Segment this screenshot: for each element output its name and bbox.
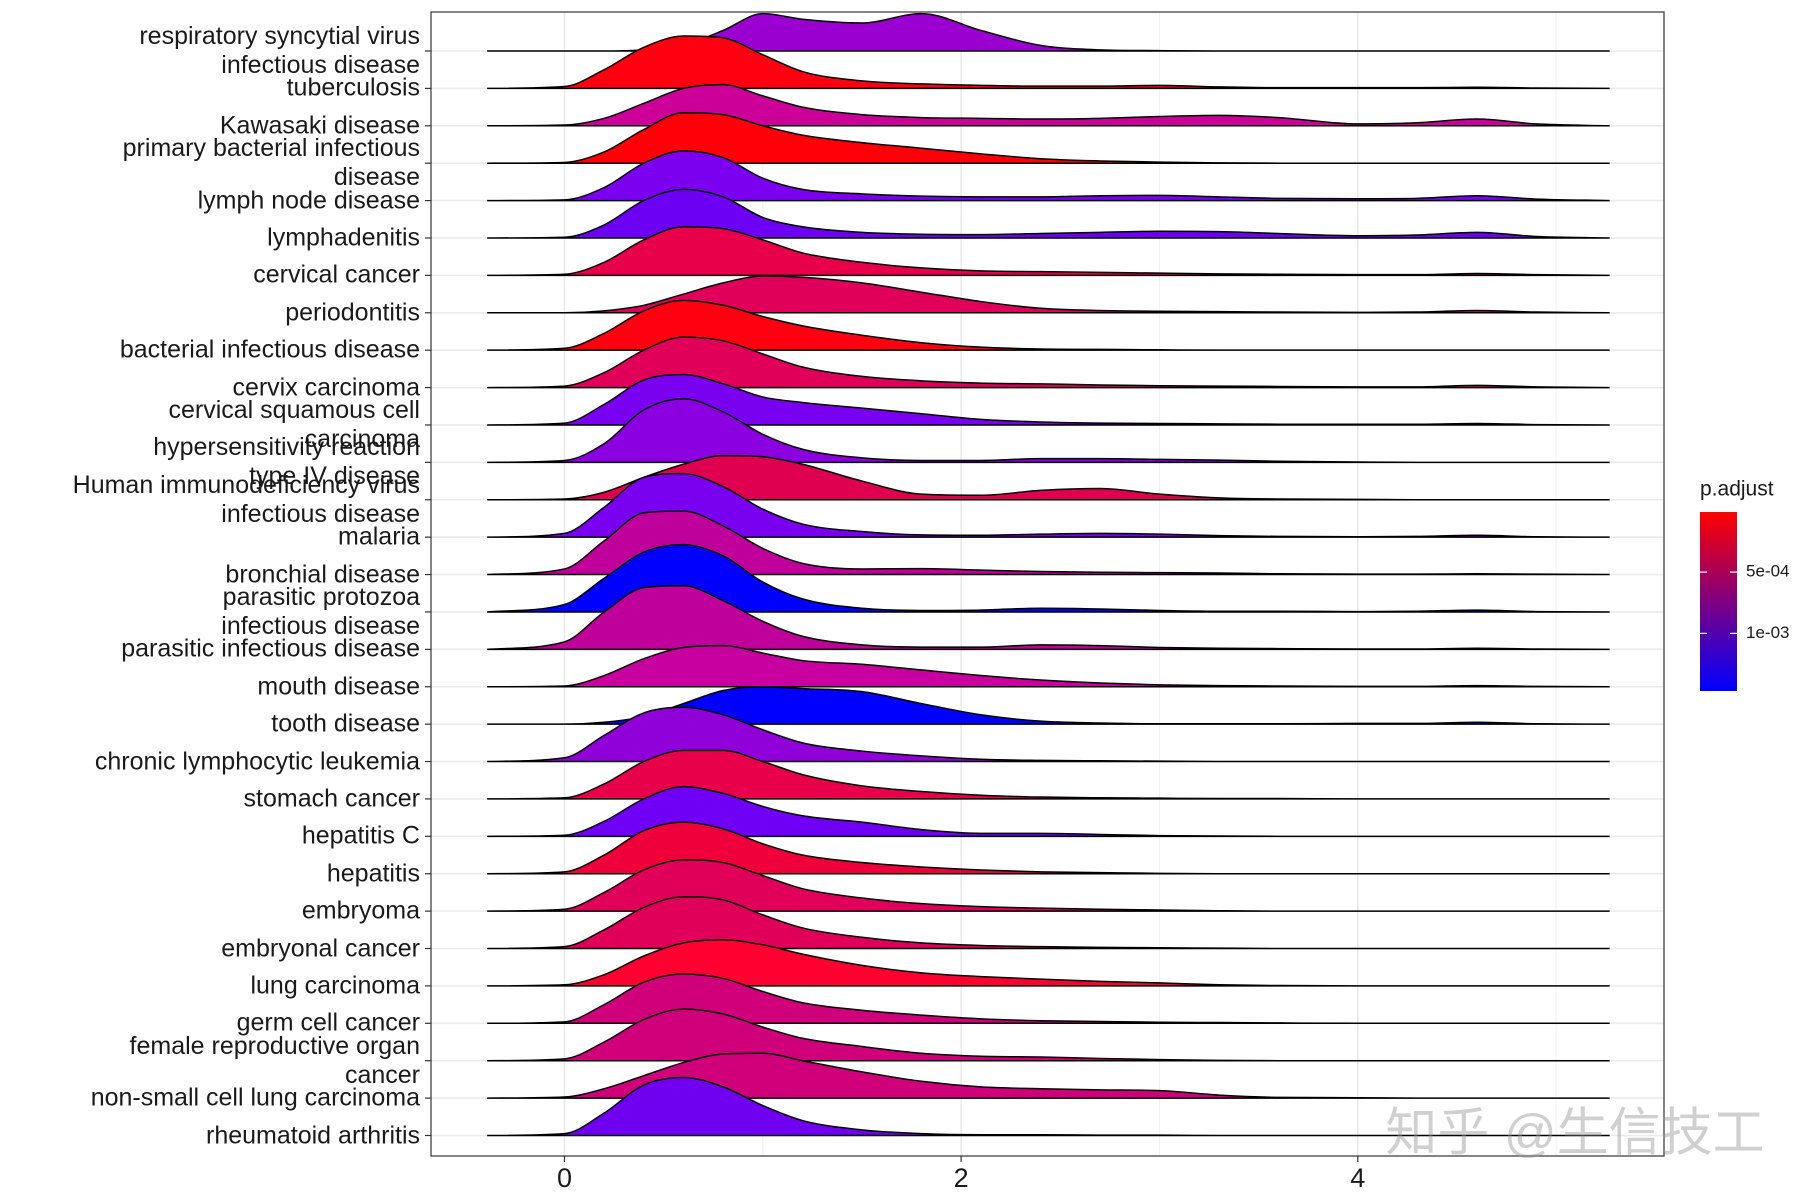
y-tick-label: Human immunodeficiency virus infectious … bbox=[72, 470, 420, 528]
ridge bbox=[487, 973, 1610, 1025]
y-tick-label: cervix carcinoma bbox=[232, 373, 420, 402]
ridge bbox=[487, 275, 1610, 314]
y-tick-label: chronic lymphocytic leukemia bbox=[94, 747, 420, 776]
legend-title: p.adjust bbox=[1700, 478, 1774, 501]
y-tick-label: lymphadenitis bbox=[267, 223, 420, 252]
ridge bbox=[487, 111, 1610, 164]
y-tick-label: lung carcinoma bbox=[250, 971, 420, 1000]
ridge bbox=[487, 896, 1610, 950]
ridge bbox=[487, 83, 1610, 127]
ridge bbox=[487, 188, 1610, 239]
ridge bbox=[487, 585, 1610, 651]
y-tick-label: primary bacterial infectious disease bbox=[122, 134, 420, 192]
y-tick-label: embryoma bbox=[301, 896, 420, 925]
y-tick-label: rheumatoid arthritis bbox=[206, 1121, 420, 1149]
y-tick-label: cervical squamous cell carcinoma bbox=[168, 395, 421, 453]
ridge bbox=[487, 1076, 1610, 1137]
y-tick-label: female reproductive organ cancer bbox=[129, 1031, 420, 1089]
ridge bbox=[487, 510, 1610, 576]
ridge bbox=[487, 472, 1610, 538]
ridge bbox=[487, 644, 1610, 688]
y-tick-label: mouth disease bbox=[257, 672, 420, 701]
y-tick-label: cervical cancer bbox=[253, 260, 420, 289]
y-tick-label: malaria bbox=[338, 522, 420, 551]
ridge bbox=[487, 749, 1610, 800]
ridge bbox=[487, 821, 1610, 875]
y-tick-label: bronchial disease bbox=[225, 560, 420, 589]
y-tick-label: non-small cell lung carcinoma bbox=[90, 1083, 420, 1112]
ridge bbox=[487, 150, 1610, 202]
ridge bbox=[487, 454, 1610, 501]
y-tick-label: parasitic protozoa infectious disease bbox=[221, 582, 420, 640]
ridge bbox=[487, 373, 1610, 426]
ridges bbox=[487, 12, 1610, 1137]
y-tick-label: lymph node disease bbox=[197, 186, 420, 215]
y-tick-label: tuberculosis bbox=[286, 73, 420, 102]
ridge bbox=[487, 398, 1610, 464]
y-tick-label: bacterial infectious disease bbox=[119, 335, 420, 364]
colorbar-tick-label: 5e-04 bbox=[1746, 562, 1789, 581]
x-tick-label: 0 bbox=[557, 1163, 572, 1193]
y-tick-label: germ cell cancer bbox=[236, 1008, 420, 1037]
y-tick-label: hepatitis C bbox=[301, 821, 420, 850]
ridge bbox=[487, 543, 1610, 613]
ridge bbox=[487, 299, 1610, 351]
ridge bbox=[487, 939, 1610, 987]
x-tick-label: 4 bbox=[1350, 1163, 1365, 1193]
ridge bbox=[487, 35, 1610, 90]
y-tick-label: tooth disease bbox=[271, 709, 420, 738]
ridge bbox=[487, 1052, 1610, 1099]
watermark: 知乎 @生信技工 bbox=[1385, 1105, 1764, 1163]
colorbar bbox=[1700, 512, 1737, 691]
y-tick-label: periodontitis bbox=[285, 298, 420, 327]
colorbar-tick-label: 1e-03 bbox=[1746, 623, 1789, 642]
ridge bbox=[487, 785, 1610, 838]
panel-border bbox=[430, 11, 1665, 1157]
ridge bbox=[487, 226, 1610, 277]
ridge bbox=[487, 706, 1610, 763]
ridge bbox=[487, 859, 1610, 912]
y-tick-label: respiratory syncytial virus infectious d… bbox=[139, 22, 420, 79]
ridge bbox=[487, 336, 1610, 389]
ridge bbox=[487, 1008, 1610, 1062]
y-tick-label: Kawasaki disease bbox=[219, 111, 420, 140]
y-tick-label: hypersensitivity reaction type IV diseas… bbox=[153, 433, 420, 491]
y-tick-label: stomach cancer bbox=[243, 784, 420, 813]
y-tick-label: parasitic infectious disease bbox=[121, 634, 420, 663]
y-tick-label: embryonal cancer bbox=[221, 934, 420, 963]
x-tick-label: 2 bbox=[954, 1163, 969, 1193]
y-tick-label: hepatitis bbox=[326, 859, 420, 888]
